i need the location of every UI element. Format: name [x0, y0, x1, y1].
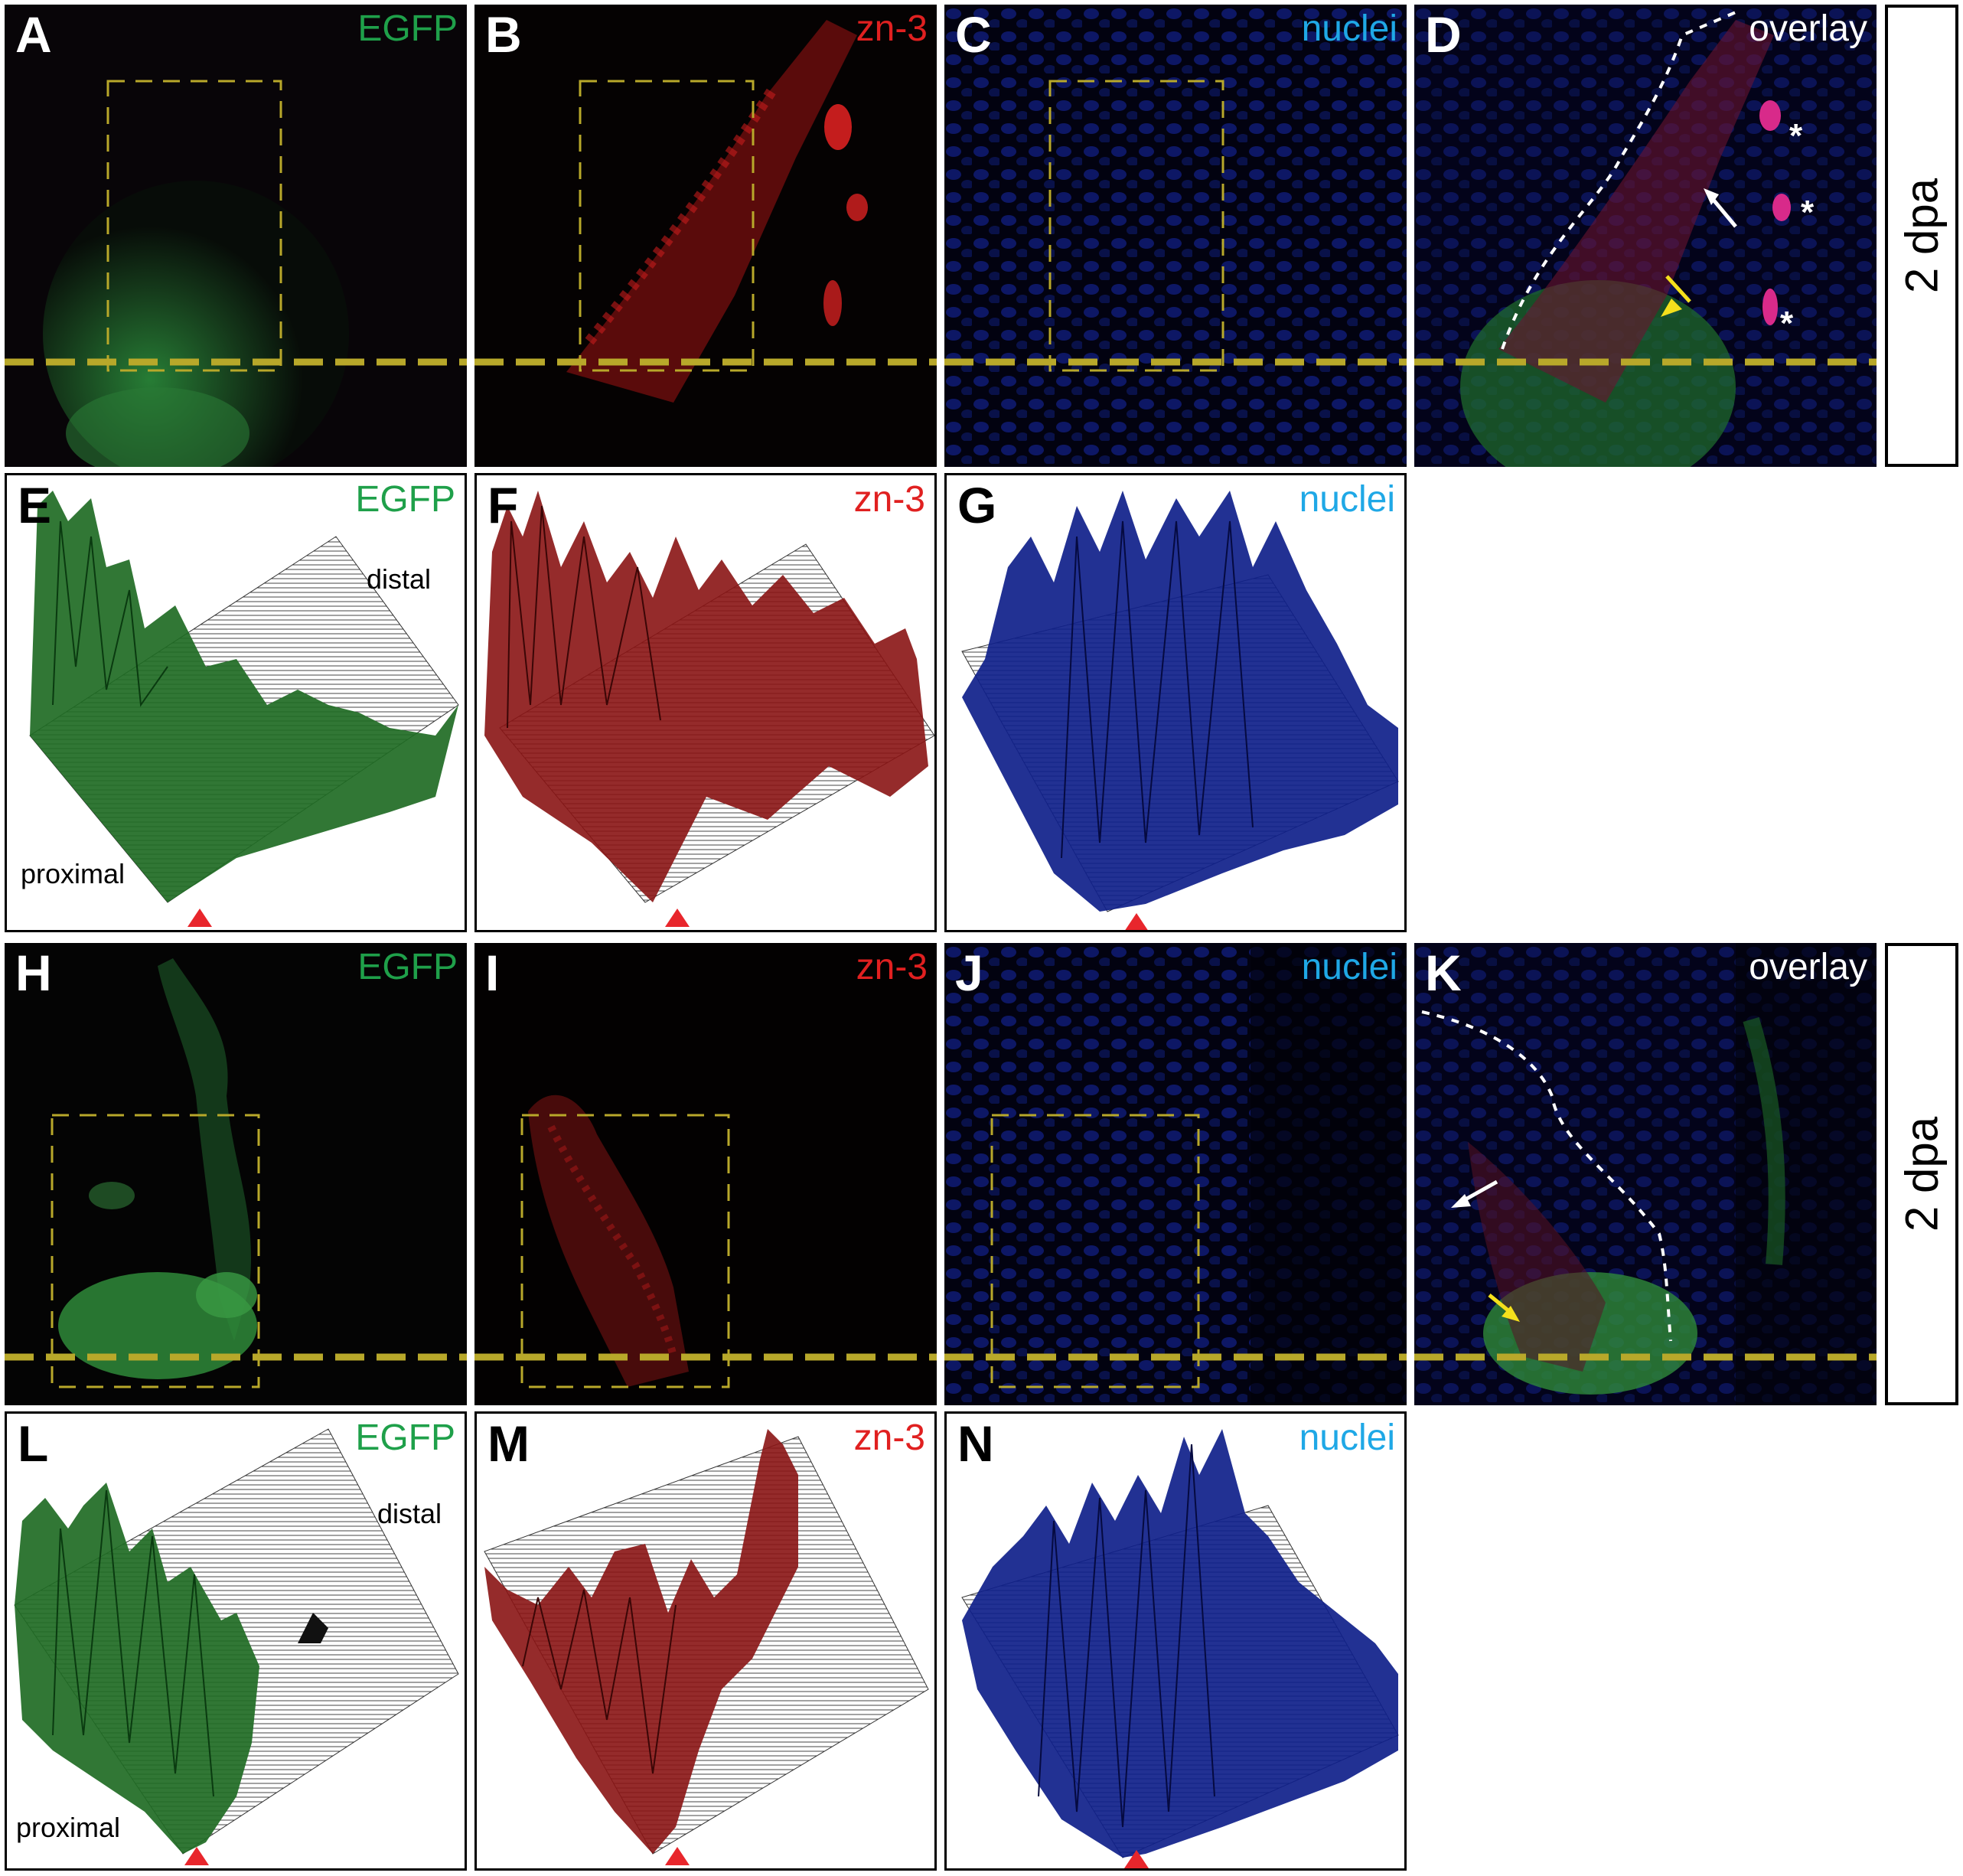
panel-m-image — [484, 1429, 929, 1865]
channel-label-egfp: EGFP — [355, 1418, 455, 1458]
red-arrowhead-icon — [187, 909, 212, 927]
panel-letter: E — [18, 477, 52, 533]
panel-d-image — [1414, 5, 1877, 467]
distal-label: distal — [367, 563, 432, 595]
channel-label-overlay: overlay — [1749, 8, 1867, 49]
panel-letter: L — [18, 1415, 49, 1472]
panel-g-image — [961, 491, 1399, 930]
panel-h-image — [5, 943, 467, 1405]
panel-d-overlay-micrograph: D overlay * * * — [1414, 5, 1877, 467]
panel-e-image — [29, 491, 459, 927]
channel-label-zn3: zn-3 — [856, 947, 928, 987]
channel-label-nuclei: nuclei — [1299, 1418, 1395, 1458]
panel-g-nuclei-surface-plot: G nuclei — [944, 473, 1407, 932]
panel-letter: K — [1425, 945, 1462, 1001]
channel-label-zn3: zn-3 — [853, 1418, 925, 1458]
panel-n-nuclei-surface-plot: N nuclei — [944, 1411, 1407, 1871]
panel-l-egfp-surface-plot: L EGFP distal proximal — [5, 1411, 467, 1871]
row-label-bottom: 2 dpa — [1896, 1116, 1948, 1232]
channel-label-nuclei: nuclei — [1299, 479, 1395, 520]
channel-label-overlay: overlay — [1749, 947, 1867, 987]
row-label-box-bottom: 2 dpa — [1885, 943, 1958, 1405]
panel-k-image — [1414, 943, 1877, 1405]
panel-b-zn3-micrograph: B zn-3 — [474, 5, 937, 467]
panel-a-egfp-micrograph: A EGFP — [5, 5, 467, 467]
distal-label: distal — [377, 1498, 442, 1529]
panel-letter: I — [485, 945, 500, 1001]
channel-label-egfp: EGFP — [355, 479, 455, 520]
channel-label-zn3: zn-3 — [856, 8, 928, 49]
panel-b-image — [474, 5, 937, 467]
asterisk-marker: * — [1780, 305, 1794, 342]
panel-letter: H — [15, 945, 52, 1001]
asterisk-marker: * — [1801, 194, 1815, 231]
panel-m-zn3-surface-plot: M zn-3 — [474, 1411, 937, 1871]
channel-label-nuclei: nuclei — [1301, 8, 1397, 49]
panel-letter: A — [15, 6, 52, 63]
red-arrowhead-icon — [665, 909, 690, 927]
panel-a-image — [5, 5, 467, 467]
panel-e-egfp-surface-plot: E EGFP distal proximal — [5, 473, 467, 932]
panel-f-zn3-surface-plot: F zn-3 — [474, 473, 937, 932]
panel-letter: C — [955, 6, 992, 63]
panel-c-nuclei-micrograph: C nuclei — [944, 5, 1407, 467]
panel-k-overlay-micrograph: K overlay — [1414, 943, 1877, 1405]
red-arrowhead-icon — [1125, 913, 1148, 930]
red-arrowhead-icon — [665, 1847, 690, 1865]
panel-f-image — [484, 491, 934, 927]
yellow-arrow-icon — [1502, 1306, 1520, 1322]
channel-label-egfp: EGFP — [357, 947, 458, 987]
panel-j-image — [944, 943, 1407, 1405]
panel-h-egfp-micrograph: H EGFP — [5, 943, 467, 1405]
panel-n-image — [961, 1429, 1399, 1868]
red-arrowhead-icon — [184, 1847, 209, 1865]
panel-letter: J — [955, 945, 983, 1001]
panel-l-image — [14, 1428, 459, 1865]
panel-j-nuclei-micrograph: J nuclei — [944, 943, 1407, 1405]
row-label-box-top: 2 dpa — [1885, 5, 1958, 467]
channel-label-egfp: EGFP — [357, 8, 458, 49]
channel-label-nuclei: nuclei — [1301, 947, 1397, 987]
boundary-dashed-line — [1421, 1010, 1672, 1342]
panel-letter: N — [957, 1415, 994, 1472]
channel-label-zn3: zn-3 — [853, 479, 925, 520]
panel-i-zn3-micrograph: I zn-3 — [474, 943, 937, 1405]
proximal-label: proximal — [16, 1812, 121, 1843]
asterisk-marker: * — [1789, 117, 1803, 155]
yellow-arrow-icon — [1661, 299, 1682, 317]
panel-letter: G — [957, 477, 997, 533]
boundary-dashed-line — [1501, 11, 1736, 350]
panel-letter: D — [1425, 6, 1462, 63]
panel-letter: M — [487, 1415, 530, 1472]
panel-i-image — [474, 943, 937, 1405]
row-label-top: 2 dpa — [1896, 178, 1948, 294]
panel-letter: F — [487, 477, 519, 533]
proximal-label: proximal — [21, 858, 126, 889]
panel-c-image — [944, 5, 1407, 467]
panel-letter: B — [485, 6, 522, 63]
red-arrowhead-icon — [1124, 1850, 1149, 1868]
white-arrow-icon — [1451, 1194, 1471, 1208]
